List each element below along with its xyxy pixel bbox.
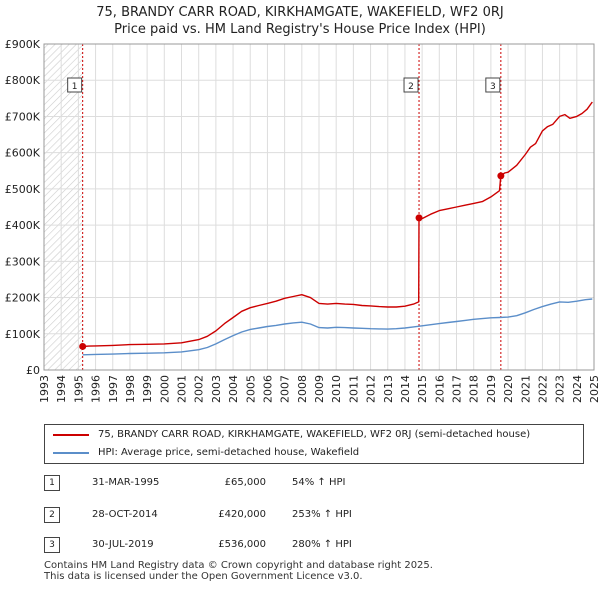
x-tick-label: 2014 — [399, 375, 412, 403]
sale-hpi-change: 280% ↑ HPI — [292, 539, 352, 550]
y-tick-label: £900K — [5, 38, 41, 51]
y-tick-label: £800K — [5, 74, 41, 87]
y-tick-label: £600K — [5, 147, 41, 160]
sale-label-text: 3 — [490, 82, 496, 92]
legend-swatch-hpi — [53, 451, 89, 454]
sale-point — [415, 214, 423, 222]
sale-date: 28-OCT-2014 — [92, 509, 158, 520]
sale-date: 31-MAR-1995 — [92, 477, 160, 488]
x-tick-label: 2022 — [536, 375, 549, 403]
x-tick-label: 2013 — [382, 375, 395, 403]
x-tick-label: 1993 — [38, 375, 51, 403]
y-tick-label: £400K — [5, 219, 41, 232]
y-tick-label: £200K — [5, 292, 41, 305]
legend-label-hpi: HPI: Average price, semi-detached house,… — [98, 447, 360, 458]
x-tick-label: 2007 — [279, 375, 292, 403]
legend-label-property: 75, BRANDY CARR ROAD, KIRKHAMGATE, WAKEF… — [98, 429, 531, 440]
sale-point — [79, 342, 87, 350]
y-tick-label: £300K — [5, 255, 41, 268]
footer-copyright: Contains HM Land Registry data © Crown c… — [44, 560, 433, 571]
x-tick-label: 2004 — [227, 375, 240, 403]
x-tick-label: 2011 — [347, 375, 360, 403]
chart-title-line2: Price paid vs. HM Land Registry's House … — [114, 22, 486, 37]
x-tick-label: 1998 — [124, 375, 137, 403]
x-tick-label: 1999 — [141, 375, 154, 403]
x-tick-label: 2010 — [330, 375, 343, 403]
x-tick-label: 2021 — [519, 375, 532, 403]
footer-licence: This data is licensed under the Open Gov… — [44, 571, 363, 582]
legend: 75, BRANDY CARR ROAD, KIRKHAMGATE, WAKEF… — [44, 424, 584, 464]
x-tick-label: 2009 — [313, 375, 326, 403]
x-tick-label: 2006 — [261, 375, 274, 403]
sale-hpi-change: 54% ↑ HPI — [292, 477, 346, 488]
sale-price: £536,000 — [218, 539, 266, 550]
x-tick-label: 2003 — [210, 375, 223, 403]
x-tick-label: 2016 — [433, 375, 446, 403]
y-tick-label: £0 — [26, 364, 40, 377]
x-tick-label: 2025 — [588, 375, 600, 403]
x-tick-label: 1996 — [90, 375, 103, 403]
y-tick-label: £700K — [5, 110, 41, 123]
table-row: 1 31-MAR-1995 £65,000 54% ↑ HPI — [44, 475, 584, 491]
sale-label-box — [67, 77, 83, 93]
legend-swatch-property — [53, 433, 89, 436]
legend-entry-hpi: HPI: Average price, semi-detached house,… — [53, 447, 359, 458]
x-tick-label: 2002 — [193, 375, 206, 403]
sale-hpi-change: 253% ↑ HPI — [292, 509, 352, 520]
x-tick-label: 2000 — [158, 375, 171, 403]
x-tick-label: 2008 — [296, 375, 309, 403]
x-tick-label: 2023 — [554, 375, 567, 403]
sale-label-text: 1 — [72, 82, 78, 92]
x-tick-label: 2024 — [571, 375, 584, 403]
sale-label-text: 2 — [408, 82, 414, 92]
y-tick-label: £500K — [5, 183, 41, 196]
sale-label-box — [403, 77, 419, 93]
price-chart: 1 2 3 £0 £100K £200K £300K £400K £500K £600K £700… — [5, 38, 600, 403]
sale-number-badge: 1 — [44, 475, 60, 491]
sale-label-box — [485, 77, 501, 93]
sale-point — [497, 172, 505, 180]
sale-date: 30-JUL-2019 — [92, 539, 154, 550]
x-tick-label: 2005 — [244, 375, 257, 403]
x-tick-label: 1994 — [55, 375, 68, 403]
hpi-line — [82, 298, 593, 356]
plot-frame — [43, 43, 595, 371]
legend-entry-property: 75, BRANDY CARR ROAD, KIRKHAMGATE, WAKEF… — [53, 429, 530, 440]
table-row: 2 28-OCT-2014 £420,000 253% ↑ HPI — [44, 507, 584, 523]
sale-price: £420,000 — [218, 509, 266, 520]
x-tick-label: 2018 — [468, 375, 481, 403]
pre-sale-hatched-region — [44, 44, 83, 370]
sale-price: £65,000 — [224, 477, 266, 488]
x-tick-label: 2020 — [502, 375, 515, 403]
x-tick-label: 1995 — [72, 375, 85, 403]
y-tick-label: £100K — [5, 328, 41, 341]
property-price-line — [82, 101, 593, 348]
chart-title-line1: 75, BRANDY CARR ROAD, KIRKHAMGATE, WAKEF… — [96, 5, 504, 20]
x-tick-label: 2012 — [365, 375, 378, 403]
x-tick-label: 2001 — [176, 375, 189, 403]
table-row: 3 30-JUL-2019 £536,000 280% ↑ HPI — [44, 537, 584, 553]
x-tick-label: 2015 — [416, 375, 429, 403]
sale-number-badge: 2 — [44, 507, 60, 523]
x-tick-label: 1997 — [107, 375, 120, 403]
x-tick-label: 2017 — [451, 375, 464, 403]
sale-number-badge: 3 — [44, 537, 60, 553]
x-tick-label: 2019 — [485, 375, 498, 403]
